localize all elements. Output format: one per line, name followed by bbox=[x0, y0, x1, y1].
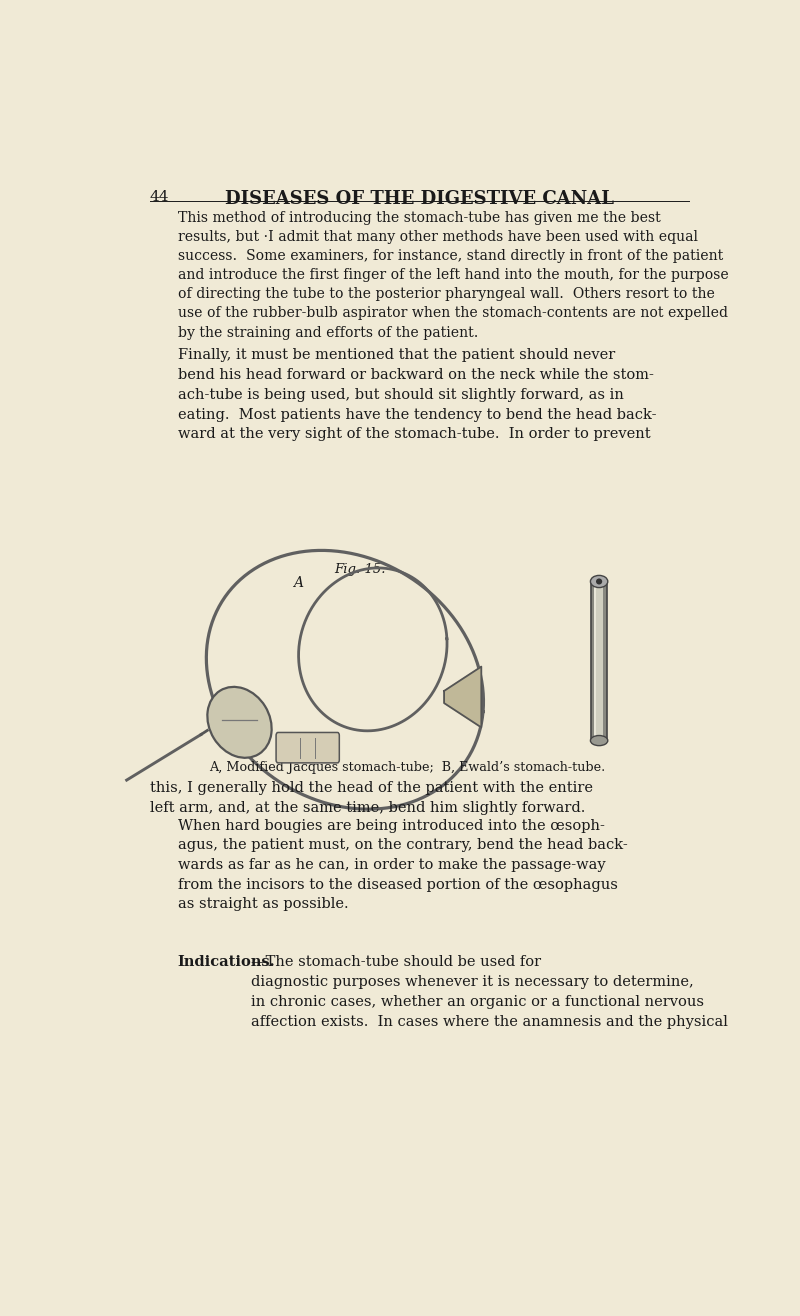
Text: Indications.: Indications. bbox=[178, 955, 275, 970]
Text: B: B bbox=[591, 576, 601, 591]
Text: this, I generally hold the head of the patient with the entire
left arm, and, at: this, I generally hold the head of the p… bbox=[150, 782, 593, 815]
FancyBboxPatch shape bbox=[276, 733, 339, 763]
Ellipse shape bbox=[590, 736, 608, 746]
Text: Fig. 15.: Fig. 15. bbox=[334, 563, 386, 576]
Bar bbox=[594, 586, 605, 737]
Text: 44: 44 bbox=[150, 191, 169, 204]
Bar bbox=[603, 586, 605, 737]
Ellipse shape bbox=[590, 575, 608, 587]
Text: This method of introducing the stomach-tube has given me the best
results, but ·: This method of introducing the stomach-t… bbox=[178, 211, 728, 340]
Ellipse shape bbox=[596, 579, 602, 584]
Text: A, Modified Jacques stomach-tube;  B, Ewald’s stomach-tube.: A, Modified Jacques stomach-tube; B, Ewa… bbox=[209, 761, 605, 774]
Text: —The stomach-tube should be used for
diagnostic purposes whenever it is necessar: —The stomach-tube should be used for dia… bbox=[250, 955, 727, 1029]
Polygon shape bbox=[444, 667, 482, 728]
Bar bbox=[594, 586, 596, 737]
Text: Finally, it must be mentioned that the patient should never
bend his head forwar: Finally, it must be mentioned that the p… bbox=[178, 349, 656, 441]
Text: When hard bougies are being introduced into the œsoph-
agus, the patient must, o: When hard bougies are being introduced i… bbox=[178, 819, 627, 912]
Bar bbox=[591, 582, 607, 741]
Text: DISEASES OF THE DIGESTIVE CANAL: DISEASES OF THE DIGESTIVE CANAL bbox=[225, 191, 614, 208]
Ellipse shape bbox=[207, 687, 272, 758]
Text: A: A bbox=[294, 576, 303, 591]
